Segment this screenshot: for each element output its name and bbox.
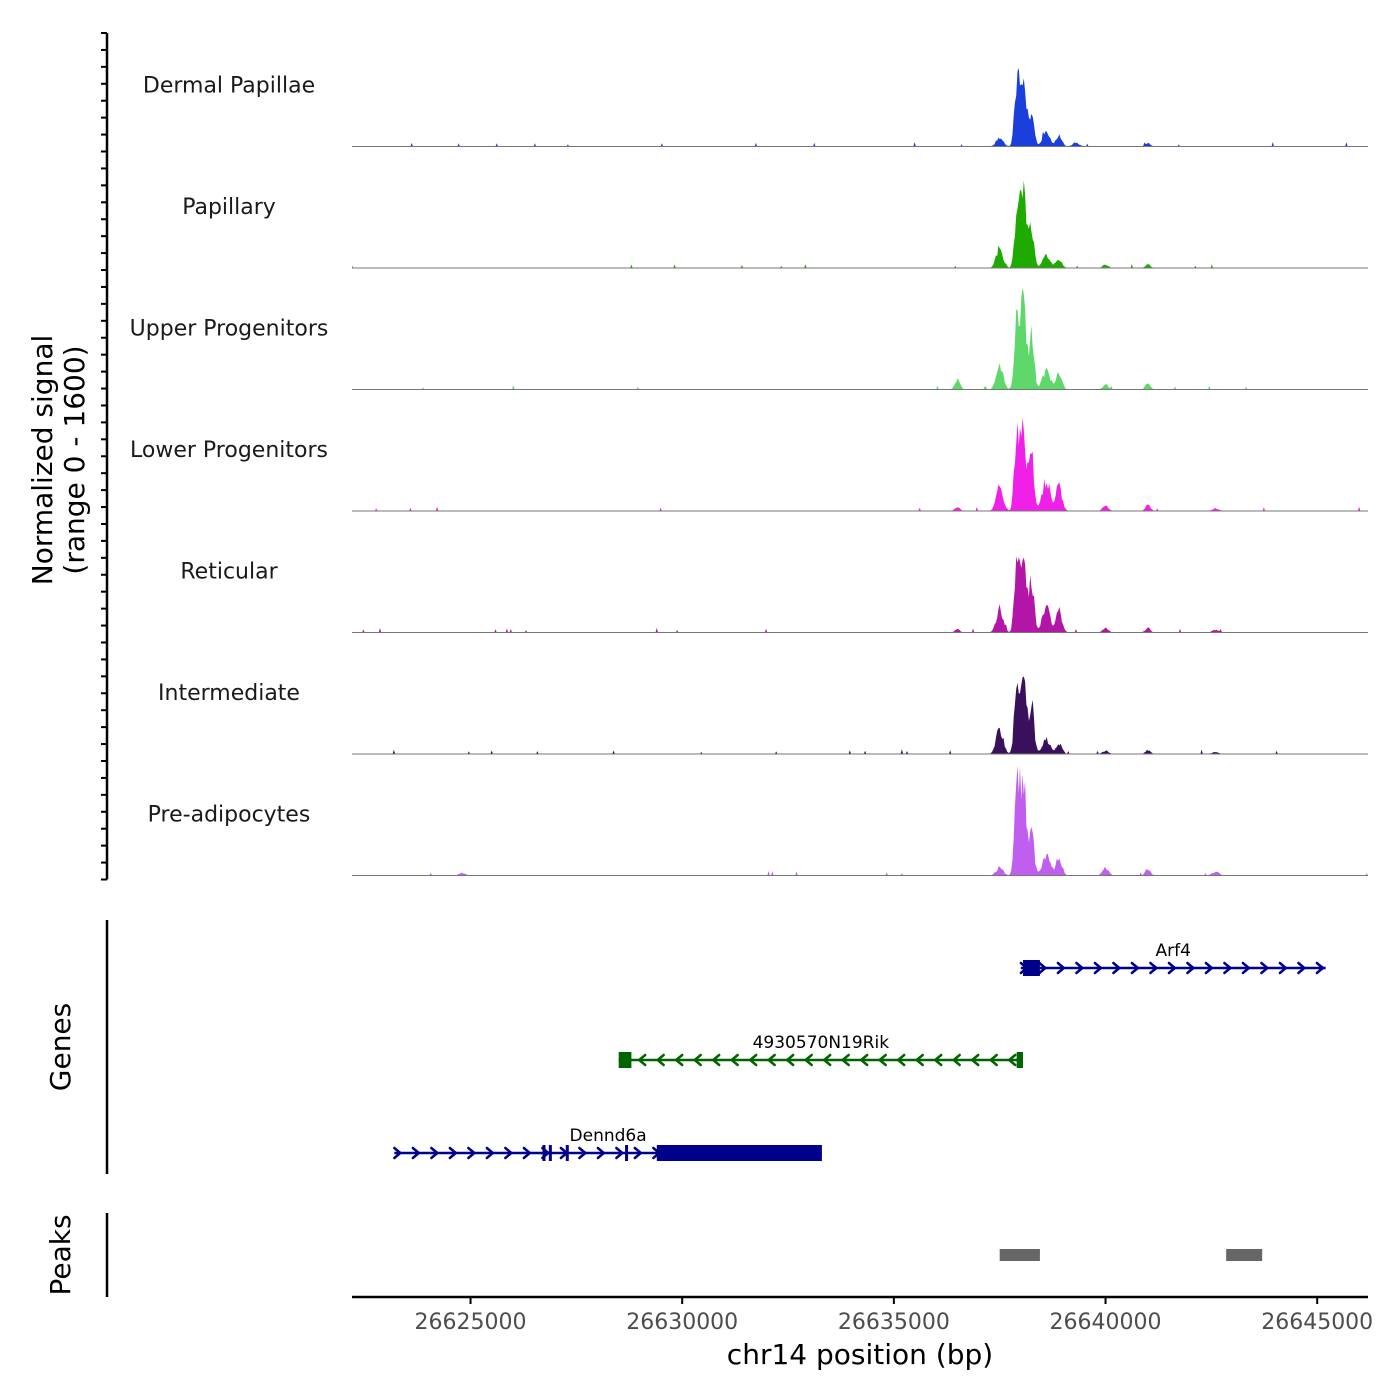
strand-arrow-icon [393, 1146, 402, 1160]
exon-arf4 [1022, 960, 1040, 976]
track-label-dermal-papillae: Dermal Papillae [143, 74, 315, 99]
x-tick-label: 26625000 [415, 1310, 527, 1335]
strand-arrow-icon [448, 1146, 458, 1160]
exon-4930570n19rik [1016, 1052, 1023, 1068]
strand-arrow-icon [915, 1053, 924, 1067]
strand-arrow-icon [615, 1146, 624, 1160]
exon-4930570n19rik [618, 1052, 632, 1068]
exon-dennd6a [565, 1145, 569, 1161]
x-tick-label: 26640000 [1050, 1310, 1162, 1335]
strand-arrow-icon [1297, 961, 1306, 975]
strand-arrow-icon [1223, 961, 1232, 975]
strand-arrow-icon [785, 1053, 795, 1067]
strand-arrow-icon [878, 1053, 887, 1067]
strand-arrow-icon [970, 1053, 980, 1067]
gene-label-arf4: Arf4 [1156, 941, 1191, 961]
track-label-lower-progenitors: Lower Progenitors [130, 438, 328, 463]
exon-dennd6a [548, 1145, 552, 1161]
strand-arrow-icon [1278, 961, 1288, 975]
strand-arrow-icon [896, 1053, 906, 1067]
strand-arrow-icon [1204, 961, 1214, 975]
strand-arrow-icon [1093, 961, 1103, 975]
strand-arrow-icon [1112, 961, 1121, 975]
x-tick-label: 26635000 [838, 1310, 950, 1335]
strand-arrow-icon [693, 1053, 702, 1067]
y-axis-title-line2: (range 0 - 1600) [58, 345, 91, 574]
strand-arrow-icon [656, 1053, 665, 1067]
peak-region [1226, 1249, 1263, 1261]
strand-arrow-icon [1130, 961, 1140, 975]
strand-arrow-icon [989, 1053, 998, 1067]
strand-arrow-icon [522, 1146, 532, 1160]
gene-track: Arf4 4930570N19Rik Dennd6a [393, 941, 1326, 1161]
genes-track-title: Genes [44, 1003, 77, 1091]
exon-dennd6a [542, 1145, 546, 1161]
strand-arrow-icon [730, 1053, 739, 1067]
strand-arrow-icon [1167, 961, 1177, 975]
strand-arrow-icon [711, 1053, 721, 1067]
strand-arrow-icon [1186, 961, 1195, 975]
strand-arrow-icon [1075, 961, 1084, 975]
track-label-upper-progenitors: Upper Progenitors [130, 317, 329, 342]
peak-track [999, 1249, 1263, 1261]
strand-arrow-icon [859, 1053, 869, 1067]
signal-area-pre-adipocytes [352, 765, 1368, 876]
strand-arrow-icon [578, 1146, 587, 1160]
strand-arrow-icon [841, 1053, 850, 1067]
axes: 26625000 26630000 26635000 26640000 26645000 [101, 32, 1373, 1335]
strand-arrow-icon [822, 1053, 832, 1067]
strand-arrow-icon [1315, 961, 1325, 975]
strand-arrow-icon [633, 1146, 643, 1160]
strand-arrow-icon [504, 1146, 513, 1160]
signal-area-intermediate [352, 676, 1368, 754]
x-tick-label: 26630000 [626, 1310, 738, 1335]
strand-arrow-icon [637, 1053, 647, 1067]
signal-area-reticular [352, 556, 1368, 633]
strand-arrow-icon [1056, 961, 1066, 975]
coverage-tracks: Dermal Papillae Papillary Upper Progenitor… [130, 68, 1368, 876]
strand-arrow-icon [1260, 961, 1269, 975]
track-label-reticular: Reticular [180, 560, 278, 585]
strand-arrow-icon [767, 1053, 776, 1067]
strand-arrow-icon [430, 1146, 439, 1160]
strand-arrow-icon [485, 1146, 495, 1160]
strand-arrow-icon [411, 1146, 421, 1160]
strand-arrow-icon [467, 1146, 476, 1160]
track-label-papillary: Papillary [182, 195, 276, 220]
strand-arrow-icon [748, 1053, 758, 1067]
signal-area-upper-progenitors [352, 287, 1368, 390]
strand-arrow-icon [1038, 961, 1047, 975]
track-label-pre-adipocytes: Pre-adipocytes [148, 803, 311, 828]
y-axis-title-line1: Normalized signal [26, 335, 59, 586]
track-label-intermediate: Intermediate [158, 681, 300, 706]
peak-region [999, 1249, 1040, 1261]
strand-arrow-icon [1241, 961, 1251, 975]
x-tick-label: 26645000 [1261, 1310, 1373, 1335]
strand-arrow-icon [1149, 961, 1158, 975]
strand-arrow-icon [674, 1053, 684, 1067]
peaks-track-title: Peaks [44, 1214, 77, 1295]
gene-label-dennd6a: Dennd6a [570, 1126, 647, 1146]
x-axis-title: chr14 position (bp) [727, 1338, 993, 1371]
strand-arrow-icon [933, 1053, 943, 1067]
strand-arrow-icon [1007, 1053, 1017, 1067]
exon-dennd6a [656, 1145, 822, 1161]
signal-area-lower-progenitors [352, 417, 1368, 511]
signal-area-dermal-papillae [352, 68, 1368, 147]
gene-label-4930570n19rik: 4930570N19Rik [753, 1033, 890, 1053]
exon-dennd6a [625, 1145, 629, 1161]
strand-arrow-icon [596, 1146, 606, 1160]
strand-arrow-icon [952, 1053, 961, 1067]
strand-arrow-icon [804, 1053, 813, 1067]
signal-area-papillary [352, 180, 1368, 268]
